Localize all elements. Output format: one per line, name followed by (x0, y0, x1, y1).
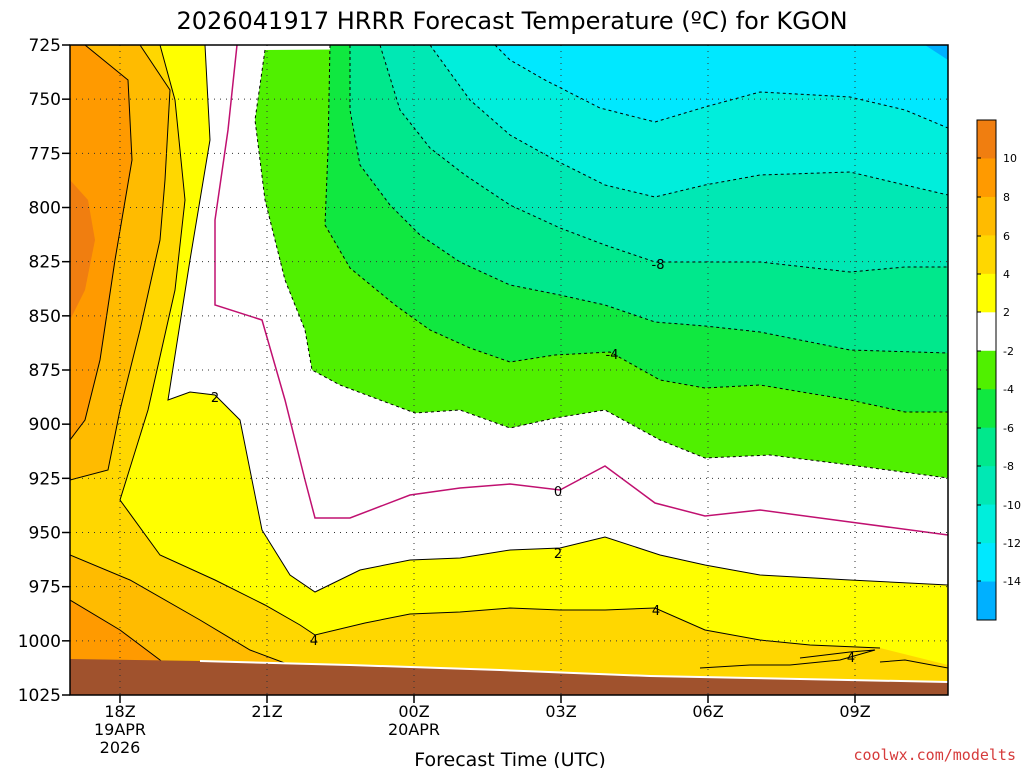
colorbar-band (977, 273, 996, 313)
ground-edge (199, 660, 948, 683)
contour-minus-2 (254, 49, 948, 479)
x-tick-label: 18Z (104, 702, 135, 721)
x-tick-label: 21Z (251, 702, 282, 721)
x-tick-label: 00Z (398, 702, 429, 721)
contour-minus-8 (379, 45, 948, 273)
colorbar-band (977, 581, 996, 621)
y-tick-label: 825 (29, 253, 61, 273)
colorbar-label: 6 (1003, 230, 1010, 243)
colorbar-label: -8 (1003, 460, 1014, 473)
colorbar-band (977, 466, 996, 506)
contour-label: 4 (310, 634, 318, 649)
y-tick-label: 850 (29, 307, 61, 327)
colorbar-label: -12 (1003, 537, 1021, 550)
credit-text: coolwx.com/modelts (853, 746, 1016, 764)
y-tick-label: 775 (29, 144, 61, 164)
y-tick-label: 925 (29, 469, 61, 489)
x-tick-label: 06Z (692, 702, 723, 721)
contour-4-low (699, 649, 876, 669)
contour-minus-12 (494, 45, 948, 129)
y-tick-label: 975 (29, 578, 61, 598)
colorbar-label: 2 (1003, 306, 1010, 319)
contour-4-low2 (879, 659, 948, 669)
x-tick-label: 09Z (839, 702, 870, 721)
contour-label: 4 (652, 604, 660, 619)
y-tick-label: 750 (29, 90, 61, 110)
region-10 (70, 180, 95, 320)
colorbar-label: 8 (1003, 191, 1010, 204)
ground (70, 659, 948, 695)
region-8 (70, 45, 132, 440)
y-tick-label: 725 (29, 36, 61, 56)
contour-minus-6 (349, 45, 948, 354)
x-tick-label: 03Z (545, 702, 576, 721)
chart-title: 2026041917 HRRR Forecast Temperature (ºC… (176, 7, 847, 35)
y-tick-label: 1025 (18, 686, 61, 706)
colorbar-label: 10 (1003, 152, 1017, 165)
contour-0 (214, 45, 948, 536)
grid-lines (70, 45, 948, 695)
contour-6 (70, 45, 171, 481)
colorbar: 10 8 6 4 2 -2 -4 -6 -8 -10 -12 -14 (976, 119, 1021, 621)
colorbar-band (977, 350, 996, 390)
contour-label: -8 (652, 258, 665, 273)
colorbar-band (977, 312, 996, 352)
contour-minus-10 (429, 45, 948, 198)
colorbar-band (977, 196, 996, 236)
colorbar-band (977, 543, 996, 583)
colorbar-label: -6 (1003, 422, 1014, 435)
y-tick-label: 900 (29, 415, 61, 435)
colorbar-frame (976, 119, 997, 621)
contour-8 (70, 45, 133, 441)
contour-label: -4 (606, 348, 619, 363)
x-axis-title: Forecast Time (UTC) (414, 749, 605, 768)
contour-label: 2 (211, 391, 219, 406)
contour-label: 2 (554, 547, 562, 562)
y-tick-label: 800 (29, 199, 61, 219)
contour-label: 0 (554, 485, 562, 500)
contour-2 (167, 45, 948, 593)
colorbar-band (977, 158, 996, 198)
region-8b (70, 600, 175, 672)
plot-area: 2 0 -4 -8 2 4 4 4 (70, 45, 948, 695)
colorbar-label: 4 (1003, 268, 1010, 281)
region-minus-12 (495, 45, 948, 128)
colorbar-label: -2 (1003, 345, 1014, 358)
y-tick-label: 875 (29, 361, 61, 381)
colorbar-band (977, 235, 996, 275)
y-tick-label: 950 (29, 524, 61, 544)
colorbar-label: -14 (1003, 575, 1021, 588)
region-minus-14 (925, 45, 948, 60)
contour-4 (119, 45, 881, 649)
colorbar-band (977, 427, 996, 467)
colorbar-band (977, 120, 996, 159)
y-axis: 725 750 775 800 825 850 875 900 925 950 975 1000 102… (18, 36, 70, 706)
contour-minus-4 (324, 45, 948, 413)
y-tick-label: 1000 (18, 632, 61, 652)
contour-labels: 2 0 -4 -8 2 4 4 4 (211, 258, 855, 666)
colorbar-band (977, 504, 996, 544)
x-tick-sublabel: 19APR (94, 720, 146, 739)
contour-label: 4 (847, 651, 855, 666)
colorbar-label: -4 (1003, 383, 1014, 396)
colorbar-label: -10 (1003, 499, 1021, 512)
x-tick-sublabel: 2026 (100, 738, 141, 757)
x-tick-sublabel: 20APR (388, 720, 440, 739)
contour-6-low (70, 554, 291, 666)
colorbar-band (977, 389, 996, 429)
